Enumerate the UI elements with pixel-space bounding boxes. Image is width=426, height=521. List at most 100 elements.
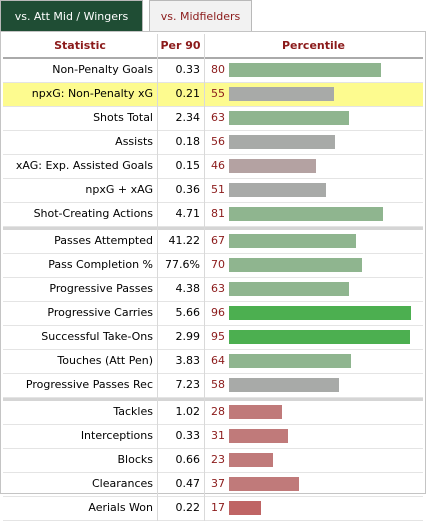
percentile-value: 28 [211, 405, 225, 418]
percentile-value: 67 [211, 234, 225, 247]
percentile-value: 51 [211, 183, 225, 196]
percentile-bar [229, 282, 349, 296]
percentile-value: 37 [211, 477, 225, 490]
stat-name: Touches (Att Pen) [57, 354, 153, 367]
percentile-bar [229, 111, 349, 125]
table-row: Passes Attempted 41.22 67 [3, 230, 423, 254]
percentile-value: 23 [211, 453, 225, 466]
stat-name: npxG + xAG [85, 183, 153, 196]
percentile-bar [229, 354, 351, 368]
percentile-bar [229, 330, 410, 344]
table-row: npxG + xAG 0.36 51 [3, 179, 423, 203]
stat-name: Shot-Creating Actions [33, 207, 153, 220]
percentile-bar [229, 234, 356, 248]
per90-value: 41.22 [168, 234, 201, 247]
percentile-value: 96 [211, 306, 225, 319]
percentile-value: 46 [211, 159, 225, 172]
percentile-bar [229, 429, 288, 443]
table-row: Touches (Att Pen) 3.83 64 [3, 350, 423, 374]
table-row: Pass Completion % 77.6% 70 [3, 254, 423, 278]
table-row: Successful Take-Ons 2.99 95 [3, 326, 423, 350]
stat-name: Progressive Passes [49, 282, 153, 295]
stat-name: Progressive Passes Rec [25, 378, 153, 391]
per90-value: 4.38 [175, 282, 201, 295]
stat-name: Assists [115, 135, 153, 148]
percentile-value: 95 [211, 330, 225, 343]
per90-value: 0.66 [175, 453, 201, 466]
tab-midfielders[interactable]: vs. Midfielders [149, 0, 252, 31]
per90-value: 0.22 [175, 501, 201, 514]
percentile-value: 81 [211, 207, 225, 220]
group-separator [3, 398, 423, 401]
per90-value: 2.99 [175, 330, 201, 343]
percentile-bar [229, 63, 381, 77]
percentile-bar [229, 477, 299, 491]
table-body: Statistic Per 90 Percentile Non-Penalty … [3, 34, 423, 521]
stat-name: Clearances [91, 477, 153, 490]
per90-value: 3.83 [175, 354, 201, 367]
per90-value: 0.15 [175, 159, 201, 172]
stat-name: Blocks [117, 453, 153, 466]
percentile-bar [229, 183, 326, 197]
header-per90[interactable]: Per 90 [160, 39, 201, 52]
stat-name: Shots Total [93, 111, 153, 124]
table-row: Clearances 0.47 37 [3, 473, 423, 497]
percentile-value: 64 [211, 354, 225, 367]
per90-value: 0.36 [175, 183, 201, 196]
percentile-bar [229, 159, 316, 173]
percentile-value: 56 [211, 135, 225, 148]
header-percentile[interactable]: Percentile [281, 39, 346, 52]
tab-att-mid-wingers[interactable]: vs. Att Mid / Wingers [0, 0, 143, 31]
percentile-bar [229, 501, 261, 515]
per90-value: 0.21 [175, 87, 201, 100]
column-divider [204, 34, 205, 521]
per90-value: 0.18 [175, 135, 201, 148]
table-row: Assists 0.18 56 [3, 131, 423, 155]
percentile-value: 63 [211, 111, 225, 124]
comparison-tabs: vs. Att Mid / Wingers vs. Midfielders [0, 0, 426, 31]
stat-name: Interceptions [80, 429, 153, 442]
percentile-value: 63 [211, 282, 225, 295]
percentile-value: 55 [211, 87, 225, 100]
table-row: Interceptions 0.33 31 [3, 425, 423, 449]
per90-value: 0.33 [175, 63, 201, 76]
per90-value: 4.71 [175, 207, 201, 220]
per90-value: 1.02 [175, 405, 201, 418]
percentile-bar [229, 378, 339, 392]
stat-name: Tackles [113, 405, 153, 418]
percentile-bar [229, 453, 273, 467]
table-row: Shots Total 2.34 63 [3, 107, 423, 131]
percentile-table: Statistic Per 90 Percentile Non-Penalty … [0, 31, 426, 521]
percentile-bar [229, 258, 362, 272]
per90-value: 2.34 [175, 111, 201, 124]
percentile-bar [229, 405, 282, 419]
percentile-value: 31 [211, 429, 225, 442]
stat-name: xAG: Exp. Assisted Goals [15, 159, 153, 172]
per90-value: 77.6% [165, 258, 200, 271]
per90-value: 0.47 [175, 477, 201, 490]
table-row: Progressive Passes Rec 7.23 58 [3, 374, 423, 398]
percentile-value: 58 [211, 378, 225, 391]
stat-name: Progressive Carries [47, 306, 153, 319]
percentile-value: 70 [211, 258, 225, 271]
table-row: Non-Penalty Goals 0.33 80 [3, 59, 423, 83]
percentile-bar [229, 207, 383, 221]
header-statistic[interactable]: Statistic [54, 39, 106, 52]
per90-value: 7.23 [175, 378, 201, 391]
stat-name: Passes Attempted [54, 234, 153, 247]
table-row: Aerials Won 0.22 17 [3, 497, 423, 521]
percentile-value: 80 [211, 63, 225, 76]
table-row: Blocks 0.66 23 [3, 449, 423, 473]
stat-name: Aerials Won [88, 501, 153, 514]
column-divider [157, 34, 158, 521]
table-row: npxG: Non-Penalty xG 0.21 55 [3, 83, 423, 107]
table-row: Progressive Passes 4.38 63 [3, 278, 423, 302]
stat-name: npxG: Non-Penalty xG [31, 87, 153, 100]
percentile-bar [229, 87, 334, 101]
percentile-bar [229, 306, 411, 320]
table-row: Tackles 1.02 28 [3, 401, 423, 425]
per90-value: 0.33 [175, 429, 201, 442]
table-row: Progressive Carries 5.66 96 [3, 302, 423, 326]
percentile-bar [229, 135, 335, 149]
stat-name: Non-Penalty Goals [52, 63, 153, 76]
